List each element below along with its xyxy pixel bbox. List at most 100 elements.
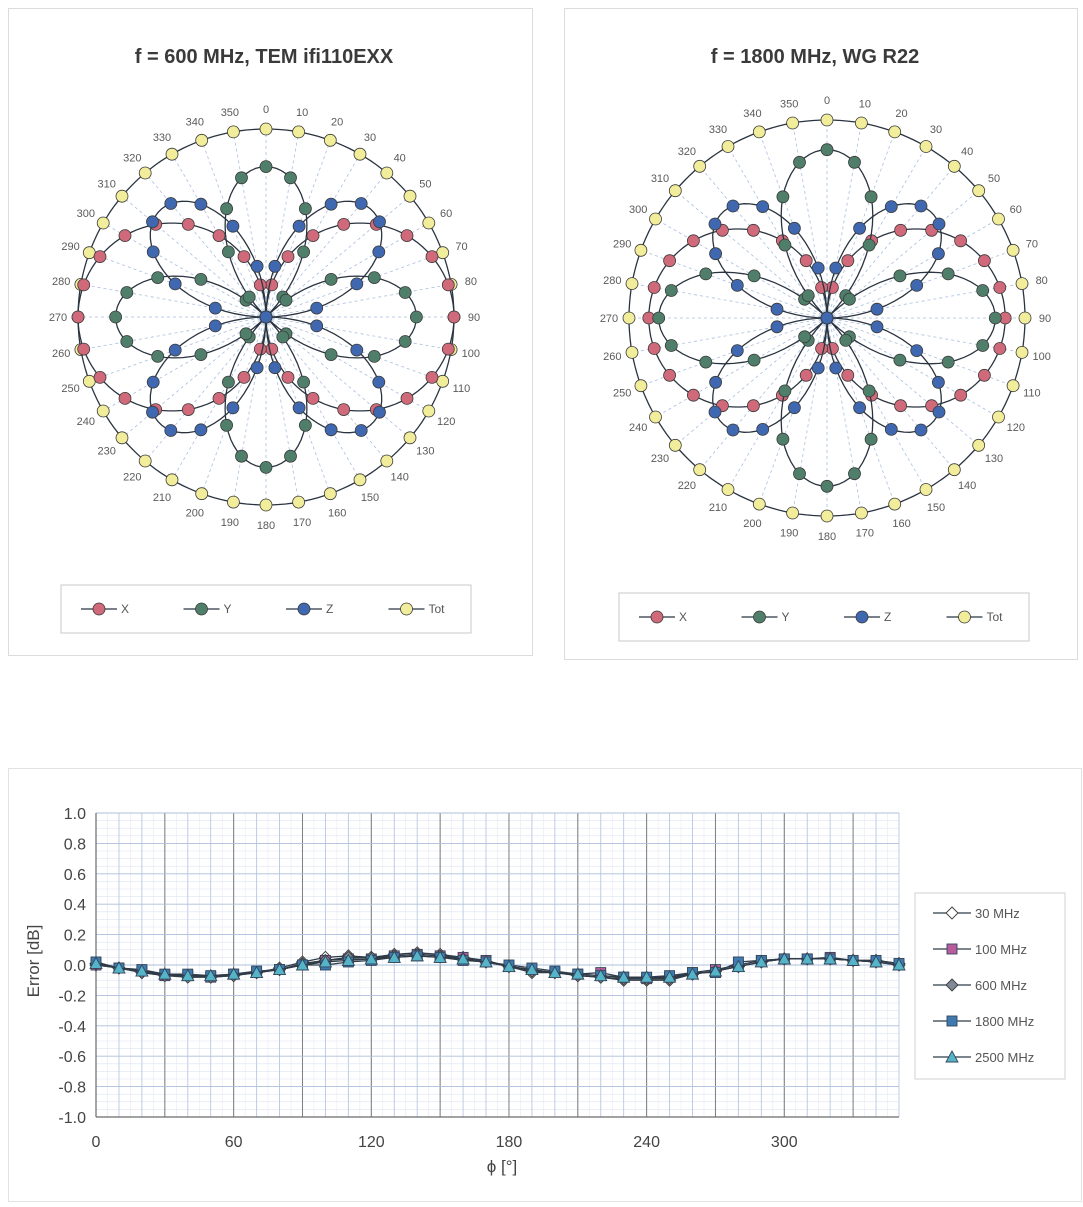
polar-point-x: [993, 342, 1007, 355]
y-tick-label: -1.0: [58, 1110, 86, 1127]
error-grid: [95, 812, 900, 1118]
polar-point-z: [268, 259, 282, 273]
legend-label-y: Y: [224, 602, 232, 616]
polar-point-tot: [634, 379, 648, 393]
polar-point-z: [829, 361, 843, 375]
polar-point-tot: [96, 216, 110, 230]
angle-label-350: 350: [221, 107, 239, 119]
polar-point-x: [281, 370, 295, 384]
y-tick-label: -0.8: [58, 1080, 86, 1097]
data-point-2500-mhz: [456, 951, 470, 965]
polar-point-x: [977, 254, 991, 268]
legend-label-z: Z: [884, 610, 891, 624]
data-point-2500-mhz: [800, 951, 814, 965]
polar-point-tot: [919, 140, 933, 153]
polar-point-z: [194, 197, 208, 211]
polar-point-x: [815, 342, 829, 355]
data-point-2500-mhz: [846, 953, 860, 966]
polar-point-y: [699, 355, 713, 369]
x-axis-label: ϕ [°]: [487, 1157, 518, 1176]
polar-point-x: [281, 250, 295, 264]
legend-label-z: Z: [326, 602, 333, 616]
polar-point-tot: [82, 374, 96, 388]
angle-label-260: 260: [603, 351, 621, 363]
polar-legend: X Y Z Tot: [618, 592, 1030, 642]
polar-point-y: [862, 238, 876, 252]
data-point-2500-mhz: [158, 967, 172, 980]
polar-point-y: [298, 418, 312, 432]
angle-label-330: 330: [709, 124, 727, 136]
data-point-2500-mhz: [433, 950, 447, 963]
polar-point-tot: [992, 410, 1005, 424]
polar-point-y: [120, 335, 134, 348]
polar-point-tot: [422, 216, 436, 230]
polar-point-x: [265, 342, 279, 356]
y-tick-label: -0.6: [58, 1049, 86, 1066]
polar-point-tot: [820, 509, 834, 523]
polar-point-tot: [292, 125, 306, 139]
polar-point-z: [726, 199, 740, 213]
data-point-2500-mhz: [777, 951, 792, 965]
angle-labels: 0 10 20 30 40 50 60 70 80 90 100 110 120 130 140 150 160…: [49, 104, 480, 532]
polar-point-z: [770, 302, 784, 316]
y-tick-labels: 1.0 0.8 0.6 0.4 0.2 0.0 -0.2 -0.4 -0.6 -0.8 -1.0: [58, 806, 86, 1127]
polar-title-600mhz: f = 600 MHz, TEM ifi110EXX: [135, 46, 394, 68]
angle-label-240: 240: [629, 422, 647, 434]
polar-point-tot: [323, 487, 337, 501]
polar-point-x: [746, 223, 760, 237]
polar-point-y: [220, 418, 234, 432]
angle-label-320: 320: [678, 146, 696, 158]
polar-point-y: [324, 272, 338, 286]
polar-point-tot: [786, 506, 800, 520]
angle-label-350: 350: [780, 98, 798, 110]
polar-point-z: [931, 375, 945, 389]
angle-label-300: 300: [629, 204, 647, 216]
polar-point-y: [297, 375, 311, 389]
polar-spoke: [265, 316, 452, 351]
polar-point-x: [686, 388, 700, 402]
polar-point-tot: [436, 374, 450, 388]
data-point-2500-mhz: [548, 965, 562, 979]
x-tick-label: 240: [633, 1134, 660, 1151]
angle-label-80: 80: [465, 276, 477, 288]
polar-point-tot: [992, 212, 1005, 226]
polar-point-x: [118, 391, 132, 405]
polar-point-z: [829, 261, 843, 275]
polar-point-x: [799, 368, 813, 382]
polar-spoke: [171, 316, 267, 481]
polar-point-y: [194, 348, 208, 362]
angle-label-300: 300: [77, 208, 95, 220]
polar-point-z: [350, 277, 364, 291]
angle-label-180: 180: [257, 520, 275, 532]
polar-point-tot: [323, 133, 337, 147]
polar-point-x: [71, 310, 85, 324]
polar-point-y: [776, 432, 790, 446]
polar-point-z: [324, 197, 338, 211]
polar-point-y: [239, 327, 253, 341]
y-tick-label: 0.6: [64, 867, 86, 884]
y-axis-label: Error [dB]: [24, 925, 43, 998]
polar-point-x: [306, 391, 320, 405]
polar-point-x: [647, 342, 661, 355]
polar-point-tot: [634, 243, 648, 257]
polar-point-y: [284, 171, 297, 185]
legend-label-30-mhz: 30 MHz: [975, 906, 1020, 921]
polar-point-y: [848, 467, 861, 481]
polar-point-tot: [226, 125, 240, 139]
angle-label-50: 50: [419, 178, 431, 190]
legend-marker-1800-mhz: [946, 1015, 958, 1027]
polar-point-x: [93, 250, 107, 264]
polar-point-z: [208, 319, 222, 333]
polar-point-y: [820, 143, 834, 157]
polar-point-z: [226, 219, 240, 233]
polar-point-x: [954, 234, 968, 248]
angle-label-280: 280: [52, 276, 70, 288]
polar-point-z: [292, 219, 306, 233]
angle-label-340: 340: [186, 117, 204, 129]
angle-label-120: 120: [437, 416, 455, 428]
polar-series-tot: [71, 122, 461, 512]
polar-point-z: [726, 423, 740, 437]
polar-point-tot: [165, 147, 179, 161]
polar-point-tot: [854, 116, 868, 130]
polar-spoke: [265, 316, 361, 481]
